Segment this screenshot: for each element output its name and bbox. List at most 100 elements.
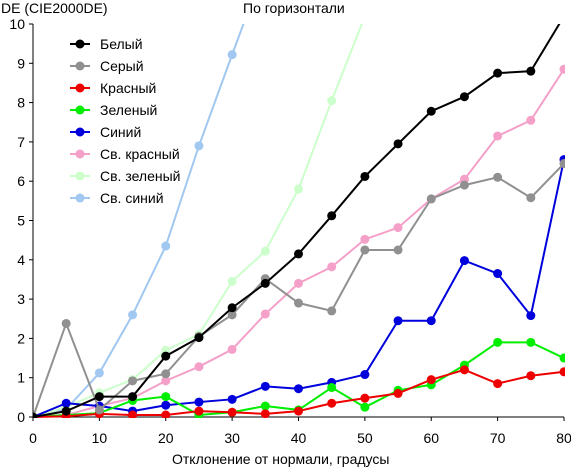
data-point	[559, 353, 565, 363]
data-point	[161, 241, 171, 251]
data-point	[227, 50, 237, 60]
data-point	[360, 171, 370, 181]
y-tick-label: 1	[17, 370, 25, 386]
data-point	[393, 139, 403, 149]
data-point	[260, 246, 270, 256]
data-point	[526, 193, 536, 203]
data-point	[459, 180, 469, 190]
x-tick-label: 80	[556, 430, 571, 446]
x-tick-label: 50	[357, 430, 373, 446]
series-layer	[33, 12, 565, 418]
data-point	[294, 278, 303, 288]
data-point	[194, 141, 204, 151]
data-point	[227, 407, 237, 417]
data-point	[493, 379, 503, 389]
data-point	[128, 392, 138, 402]
data-point	[128, 410, 138, 418]
x-axis-ticks: 0 10 20 30 40 50 60 70 80	[29, 417, 571, 446]
data-point	[94, 392, 104, 402]
data-point	[493, 68, 503, 78]
legend-swatch-marker	[75, 105, 85, 115]
data-point	[61, 318, 71, 328]
legend-item: Серый	[70, 58, 144, 74]
legend-item: Св. красный	[70, 146, 180, 162]
data-point	[327, 383, 337, 393]
data-point	[327, 211, 337, 221]
series-1	[33, 24, 561, 418]
data-point	[459, 256, 469, 266]
legend-swatch-marker	[75, 149, 85, 159]
data-point	[459, 365, 469, 375]
legend-swatch-marker	[75, 83, 85, 93]
data-point	[493, 269, 503, 279]
x-tick-label: 70	[490, 430, 506, 446]
data-point	[393, 316, 403, 326]
data-point	[426, 106, 436, 116]
series-line	[33, 24, 245, 418]
data-point	[559, 64, 565, 74]
legend-label: Св. зеленый	[100, 168, 180, 184]
data-point	[294, 298, 303, 308]
data-point	[260, 381, 270, 391]
y-tick-label: 2	[17, 330, 25, 346]
legend: Белый Серый Красный Зеленый Синий Св. красный…	[70, 36, 180, 206]
y-tick-label: 4	[17, 252, 25, 268]
chart-title: По горизонтали	[243, 0, 345, 16]
data-point	[393, 223, 403, 233]
data-point	[128, 376, 138, 386]
data-point	[327, 398, 337, 408]
data-point	[194, 406, 204, 416]
x-axis-label: Отклонение от нормали, градусы	[172, 451, 389, 467]
data-point	[327, 306, 337, 316]
y-tick-label: 5	[17, 213, 25, 229]
data-point	[360, 370, 370, 380]
x-tick-label: 40	[291, 430, 307, 446]
series-line	[33, 24, 561, 418]
data-point	[526, 311, 536, 321]
data-point	[393, 388, 403, 398]
legend-item: Св. зеленый	[70, 168, 180, 184]
x-tick-label: 30	[224, 430, 240, 446]
data-point	[493, 131, 503, 141]
legend-label: Синий	[100, 124, 141, 140]
legend-swatch-marker	[75, 171, 85, 181]
data-point	[94, 405, 104, 415]
data-point	[493, 337, 503, 347]
data-point	[161, 410, 171, 418]
data-point	[194, 333, 204, 343]
x-tick-label: 20	[158, 430, 174, 446]
series-8	[33, 24, 245, 418]
data-point	[493, 172, 503, 182]
y-tick-label: 10	[9, 16, 25, 32]
legend-label: Св. синий	[100, 190, 164, 206]
data-point	[526, 337, 536, 347]
data-point	[227, 303, 237, 313]
data-point	[161, 369, 171, 379]
data-point	[459, 92, 469, 102]
legend-swatch-marker	[75, 61, 85, 71]
legend-swatch-marker	[75, 193, 85, 203]
data-point	[227, 276, 237, 286]
data-point	[260, 309, 270, 319]
data-point	[526, 371, 536, 381]
y-tick-label: 0	[17, 409, 25, 425]
data-point	[360, 12, 369, 21]
data-point	[360, 393, 370, 403]
series-line	[33, 68, 565, 418]
data-point	[194, 397, 204, 407]
y-tick-label: 9	[17, 55, 25, 71]
data-point	[161, 351, 171, 361]
data-point	[227, 310, 237, 320]
data-point	[559, 159, 565, 169]
data-point	[360, 402, 370, 412]
legend-swatch-marker	[75, 127, 85, 137]
legend-item: Красный	[70, 80, 156, 96]
series-3	[33, 365, 565, 418]
legend-item: Синий	[70, 124, 141, 140]
data-point	[161, 376, 171, 386]
y-tick-label: 3	[17, 291, 25, 307]
y-axis-ticks: 0 1 2 3 4 5 6 7 8 9 10	[9, 16, 33, 425]
data-point	[360, 245, 370, 255]
y-tick-label: 8	[17, 95, 25, 111]
